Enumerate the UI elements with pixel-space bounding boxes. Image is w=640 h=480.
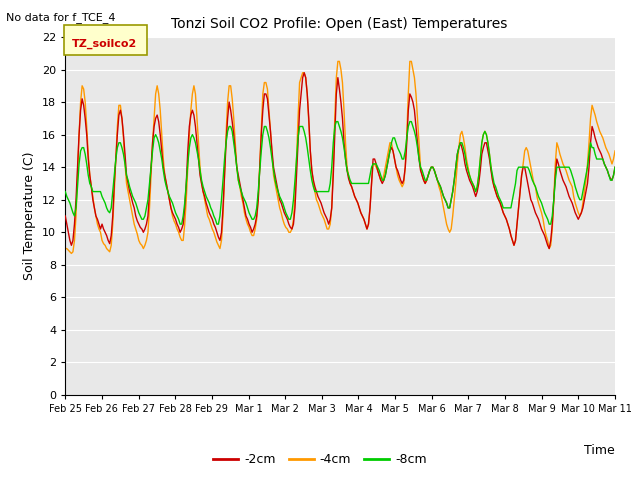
Text: No data for f_TCE_4: No data for f_TCE_4 [6,12,116,23]
Legend: -2cm, -4cm, -8cm: -2cm, -4cm, -8cm [208,448,432,471]
Text: TZ_soilco2: TZ_soilco2 [72,38,138,49]
Text: Tonzi Soil CO2 Profile: Open (East) Temperatures: Tonzi Soil CO2 Profile: Open (East) Temp… [171,17,508,31]
Y-axis label: Soil Temperature (C): Soil Temperature (C) [24,152,36,280]
Text: Time: Time [584,444,614,457]
